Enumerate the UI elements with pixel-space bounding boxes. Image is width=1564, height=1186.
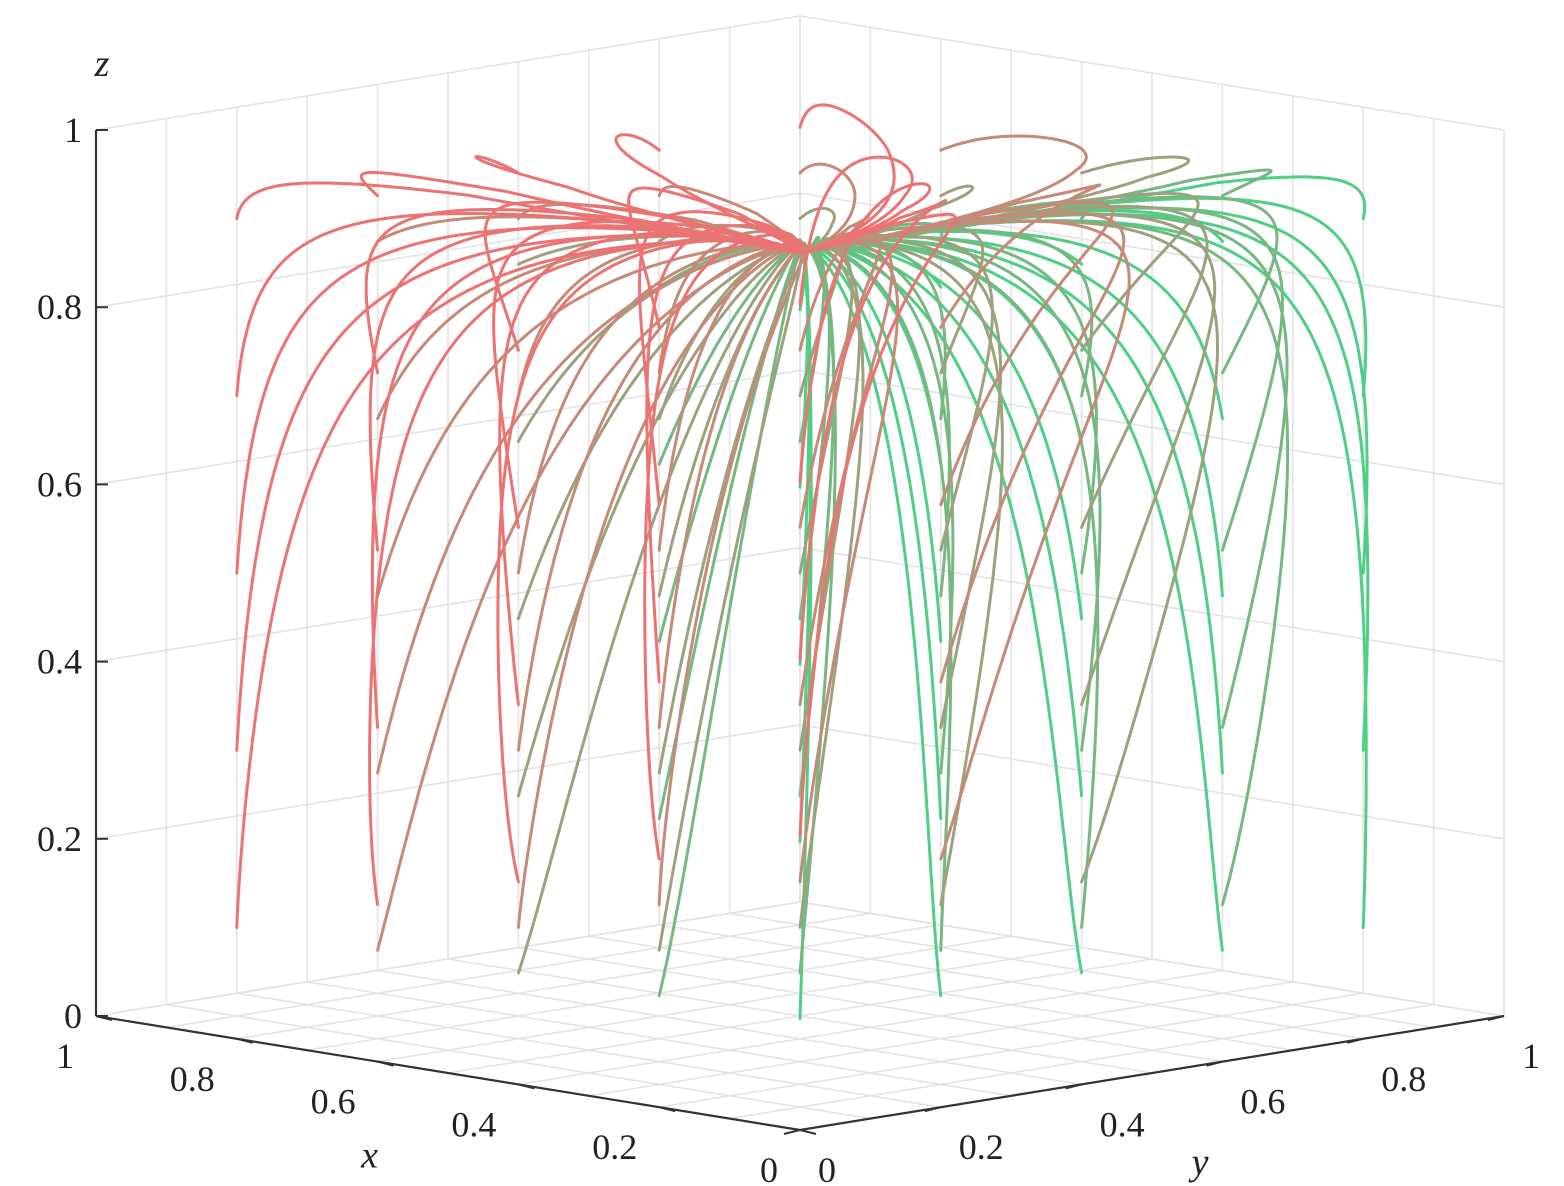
x-tick-mark — [658, 1106, 676, 1113]
wall-grid-horizontal — [799, 901, 1505, 1017]
floor-grid-y — [518, 946, 1223, 1063]
trajectory-line — [800, 219, 1290, 907]
x-tick-label: 0.4 — [451, 1104, 496, 1144]
x-tick-label: 0.6 — [311, 1082, 356, 1122]
y-tick-label: 0.4 — [1100, 1104, 1145, 1144]
y-tick-label: 1 — [1522, 1036, 1540, 1076]
floor-grid-x — [377, 946, 1082, 1063]
z-tick-label: 0.4 — [37, 642, 82, 682]
trajectory-line — [474, 155, 802, 255]
z-tick-label: 0.6 — [37, 464, 82, 504]
wall-grid-horizontal — [799, 15, 1505, 131]
trajectory-line — [657, 243, 808, 907]
y-tick-label: 0.6 — [1240, 1082, 1285, 1122]
x-tick-mark — [377, 1060, 394, 1067]
x-tick-mark — [236, 1037, 254, 1044]
trajectories — [235, 103, 1370, 1021]
z-axis-label: z — [94, 43, 110, 85]
x-tick-label: 1 — [56, 1036, 74, 1076]
z-tick-label: 0.2 — [37, 819, 82, 859]
y-tick-label: 0.8 — [1381, 1059, 1426, 1099]
trajectory-line — [798, 103, 896, 255]
x-tick-label: 0.2 — [592, 1127, 637, 1167]
wall-grid-horizontal — [95, 901, 801, 1017]
wall-grid-horizontal — [799, 724, 1505, 840]
y-axis-label: y — [1188, 1142, 1209, 1184]
y-tick-mark — [1487, 1015, 1505, 1021]
x-axis-line — [95, 1014, 801, 1132]
z-tick-label: 0.8 — [37, 287, 82, 327]
wall-grid-horizontal — [95, 546, 801, 663]
y-tick-mark — [1346, 1037, 1364, 1044]
wall-grid-horizontal — [95, 15, 801, 131]
x-tick-label: 0 — [760, 1150, 778, 1186]
y-tick-label: 0.2 — [959, 1127, 1004, 1167]
y-axis-line — [799, 1014, 1505, 1132]
floor-grid-x — [236, 924, 941, 1040]
z-tick-label: 0 — [64, 996, 82, 1036]
x-axis-label: x — [360, 1135, 378, 1177]
y-tick-mark — [924, 1106, 942, 1113]
axes — [94, 129, 1505, 1135]
y-tick-mark — [1065, 1083, 1082, 1090]
trajectory-line — [614, 133, 802, 255]
x-tick-mark — [518, 1083, 535, 1090]
wall-grid-horizontal — [799, 546, 1505, 663]
x-tick-mark — [799, 1129, 817, 1135]
y-tick-mark — [783, 1129, 801, 1135]
floor-grid-y — [659, 924, 1364, 1040]
x-tick-label: 0.8 — [170, 1059, 215, 1099]
x-tick-mark — [95, 1015, 113, 1021]
y-tick-mark — [1206, 1060, 1223, 1067]
tick-labels: 00.20.40.60.8100.20.40.60.8100.20.40.60.… — [37, 43, 1540, 1186]
z-tick-label: 1 — [64, 110, 82, 150]
wall-grid-horizontal — [95, 724, 801, 840]
y-tick-label: 0 — [818, 1150, 836, 1186]
wall-grid-horizontal — [799, 369, 1505, 486]
